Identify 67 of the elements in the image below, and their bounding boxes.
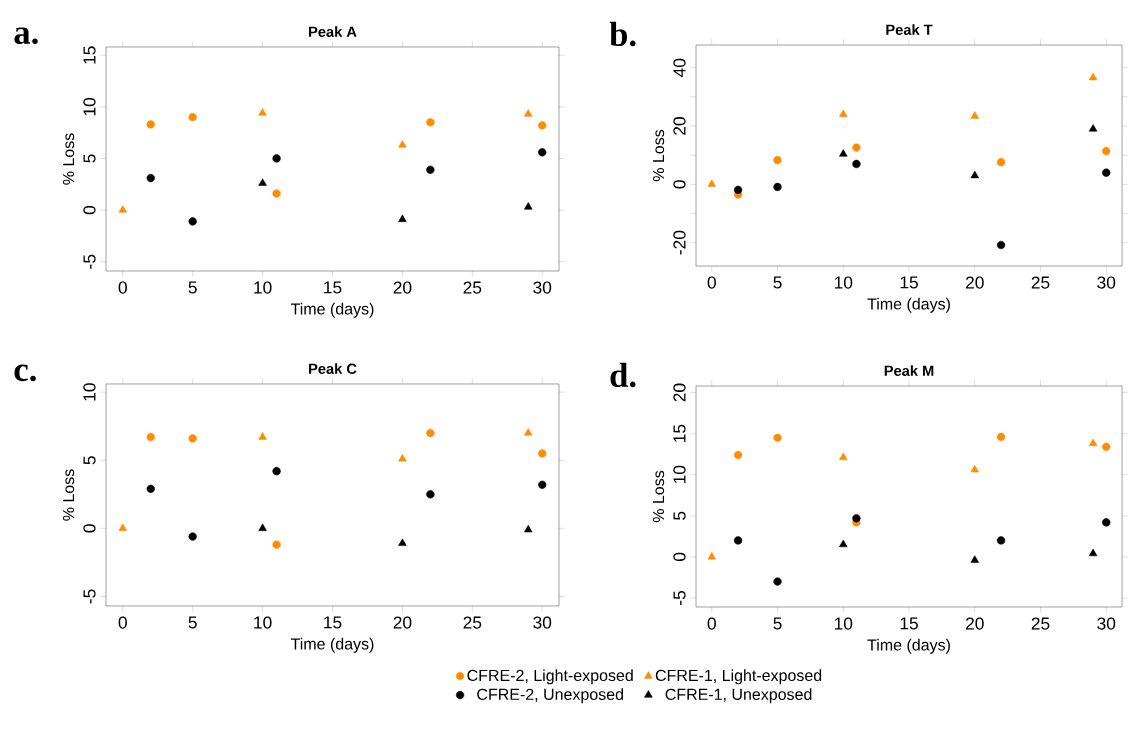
y-axis-title: % Loss — [652, 129, 665, 182]
y-axis-title: % Loss — [62, 469, 75, 521]
x-tick-label: 15 — [900, 617, 918, 630]
x-tick-label: 5 — [188, 616, 197, 629]
chart-title: Peak A — [309, 26, 357, 37]
legend-label: CFRE-2, Unexposed — [477, 688, 623, 704]
x-axis-title: Time (days) — [290, 302, 374, 318]
legend-label: CFRE-1, Light-exposed — [655, 669, 822, 685]
x-tick-label: 0 — [118, 616, 127, 629]
x-tick-label: 0 — [118, 281, 127, 294]
y-tick-label: 0 — [83, 524, 96, 533]
y-tick-label: -20 — [673, 230, 686, 255]
y-tick-label: -5 — [83, 254, 96, 269]
x-tick-label: 15 — [324, 616, 342, 629]
x-axis-title: Time (days) — [290, 637, 374, 653]
x-tick-label: 0 — [707, 276, 716, 289]
x-tick-label: 10 — [834, 276, 853, 289]
x-tick-label: 30 — [533, 281, 552, 294]
x-tick-label: 10 — [834, 617, 853, 630]
chart-title: Peak M — [884, 365, 934, 376]
y-tick-label: 20 — [673, 117, 686, 135]
x-tick-label: 5 — [188, 281, 197, 294]
x-tick-label: 10 — [254, 281, 272, 294]
legend-label: CFRE-1, Unexposed — [665, 688, 812, 704]
y-tick-label: 5 — [83, 456, 96, 465]
x-tick-label: 25 — [463, 281, 482, 294]
y-tick-label: 0 — [83, 205, 96, 215]
x-tick-label: 15 — [900, 276, 918, 289]
x-tick-label: 5 — [773, 617, 782, 630]
x-tick-label: 0 — [707, 617, 716, 630]
x-tick-label: 20 — [965, 276, 984, 289]
y-tick-label: 20 — [673, 383, 686, 402]
y-tick-label: -5 — [673, 590, 686, 605]
x-tick-label: 30 — [533, 616, 552, 629]
x-tick-label: 20 — [393, 281, 412, 294]
y-tick-label: 10 — [83, 383, 96, 401]
y-tick-label: 10 — [673, 465, 686, 484]
text: c. — [14, 364, 36, 382]
y-tick-label: 15 — [83, 46, 96, 64]
x-tick-label: 25 — [1031, 617, 1050, 630]
x-tick-label: 30 — [1097, 617, 1116, 630]
x-tick-label: 30 — [1097, 276, 1116, 289]
chart-title: Peak T — [886, 24, 933, 35]
y-tick-label: 15 — [673, 424, 686, 442]
y-tick-label: 5 — [83, 154, 96, 163]
x-tick-label: 10 — [254, 616, 272, 629]
y-tick-label: 5 — [673, 511, 686, 520]
legend-label: CFRE-2, Light-exposed — [467, 669, 633, 685]
text: a. — [14, 27, 38, 45]
y-tick-label: 0 — [673, 552, 686, 562]
x-tick-label: 20 — [965, 617, 984, 630]
x-tick-label: 25 — [1031, 276, 1050, 289]
x-tick-label: 20 — [393, 616, 412, 629]
x-axis-title: Time (days) — [867, 638, 950, 654]
text: b. — [609, 21, 636, 47]
y-tick-label: 0 — [673, 180, 686, 189]
x-axis-title: Time (days) — [867, 297, 950, 313]
x-tick-label: 25 — [463, 616, 482, 629]
x-tick-label: 5 — [773, 276, 782, 289]
y-axis-title: % Loss — [652, 470, 665, 523]
y-tick-label: 40 — [673, 58, 686, 77]
y-tick-label: 10 — [83, 97, 96, 116]
x-tick-label: 15 — [324, 281, 342, 294]
y-axis-title: % Loss — [62, 133, 75, 185]
chart-title: Peak C — [309, 363, 357, 374]
text: d. — [610, 362, 636, 388]
y-tick-label: -5 — [83, 589, 96, 604]
